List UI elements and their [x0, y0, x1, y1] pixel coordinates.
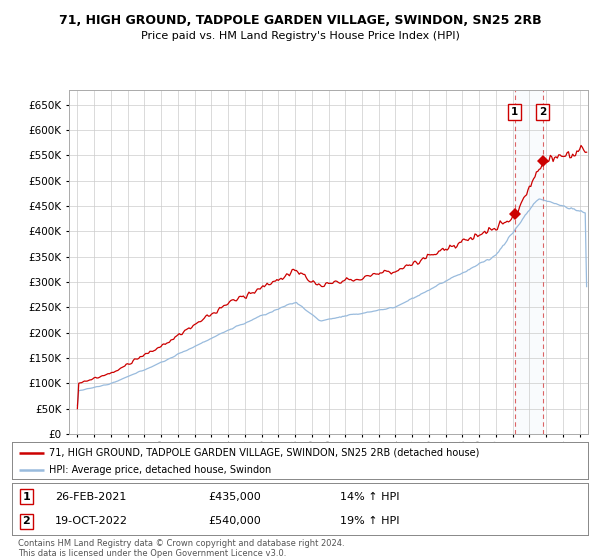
Bar [515, 90, 542, 434]
Text: 26-FEB-2021: 26-FEB-2021 [55, 492, 127, 502]
Text: £435,000: £435,000 [208, 492, 260, 502]
Text: 14% ↑ HPI: 14% ↑ HPI [340, 492, 400, 502]
Text: 19% ↑ HPI: 19% ↑ HPI [340, 516, 400, 526]
Text: 2: 2 [23, 516, 30, 526]
Text: Contains HM Land Registry data © Crown copyright and database right 2024.
This d: Contains HM Land Registry data © Crown c… [18, 539, 344, 558]
Text: £540,000: £540,000 [208, 516, 260, 526]
Text: 1: 1 [511, 107, 518, 117]
Text: 71, HIGH GROUND, TADPOLE GARDEN VILLAGE, SWINDON, SN25 2RB: 71, HIGH GROUND, TADPOLE GARDEN VILLAGE,… [59, 14, 541, 27]
Text: 19-OCT-2022: 19-OCT-2022 [55, 516, 128, 526]
Text: HPI: Average price, detached house, Swindon: HPI: Average price, detached house, Swin… [49, 465, 272, 475]
Text: 2: 2 [539, 107, 546, 117]
Text: 71, HIGH GROUND, TADPOLE GARDEN VILLAGE, SWINDON, SN25 2RB (detached house): 71, HIGH GROUND, TADPOLE GARDEN VILLAGE,… [49, 447, 480, 458]
Text: Price paid vs. HM Land Registry's House Price Index (HPI): Price paid vs. HM Land Registry's House … [140, 31, 460, 41]
Text: 1: 1 [23, 492, 30, 502]
